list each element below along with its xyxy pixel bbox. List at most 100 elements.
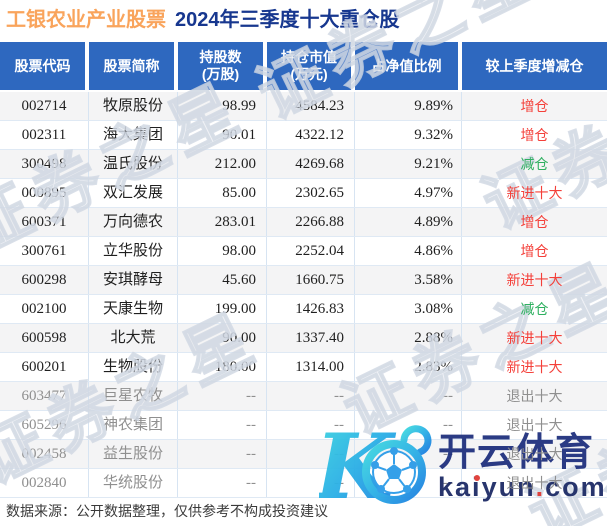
holdings-table: 股票代码 股票简称 持股数 (万股) 持仓市值 (万元) 占净值比例 较上季度增减仓… bbox=[0, 42, 607, 498]
shares-held: 199.00 bbox=[178, 295, 267, 323]
net-value-ratio: 9.89% bbox=[355, 92, 462, 120]
shares-held: 212.00 bbox=[178, 150, 267, 178]
shares-held: 180.00 bbox=[178, 353, 267, 381]
position-change: 退出十大 bbox=[506, 388, 563, 404]
domain-part: com bbox=[545, 472, 607, 502]
net-value-ratio: -- bbox=[355, 382, 462, 410]
stock-name: 巨星农牧 bbox=[89, 382, 178, 410]
market-value: 1426.83 bbox=[267, 295, 355, 323]
position-change: 新进十大 bbox=[506, 330, 563, 346]
data-source-note: 数据来源：公开数据整理，仅供参考不构成投资建议 bbox=[6, 503, 328, 519]
position-change: 增仓 bbox=[520, 214, 549, 230]
stock-name: 立华股份 bbox=[89, 237, 178, 265]
market-value: -- bbox=[267, 382, 355, 410]
market-value: 2252.04 bbox=[267, 237, 355, 265]
table-row: 002100 天康生物 199.00 1426.83 3.08% 减仓 bbox=[0, 295, 607, 324]
position-change: 增仓 bbox=[520, 98, 549, 114]
position-change: 增仓 bbox=[520, 243, 549, 259]
stock-code: 600598 bbox=[0, 324, 89, 352]
net-value-ratio: 9.32% bbox=[355, 121, 462, 149]
fund-name: 工银农业产业股票 bbox=[6, 9, 166, 31]
stock-name: 神农集团 bbox=[89, 411, 178, 439]
stock-name: 益生股份 bbox=[89, 440, 178, 468]
net-value-ratio: 9.21% bbox=[355, 150, 462, 178]
table-row: 002458 益生股份 -- -- -- 退出十大 bbox=[0, 440, 607, 469]
logo-domain-text: kaiyun.com bbox=[438, 472, 607, 502]
header-label: 较上季度增减仓 bbox=[485, 57, 584, 74]
net-value-ratio: 4.97% bbox=[355, 179, 462, 207]
stock-code: 600201 bbox=[0, 353, 89, 381]
shares-held: 98.99 bbox=[178, 92, 267, 120]
stock-code: 605296 bbox=[0, 411, 89, 439]
shares-held: 98.00 bbox=[178, 237, 267, 265]
header-label: 占净值比例 bbox=[371, 57, 442, 74]
table-row: 002714 牧原股份 98.99 4584.23 9.89% 增仓 bbox=[0, 92, 607, 121]
stock-name: 安琪酵母 bbox=[89, 266, 178, 294]
stock-code: 000895 bbox=[0, 179, 89, 207]
report-title: 2024年三季度十大重仓股 bbox=[175, 9, 400, 31]
market-value: -- bbox=[267, 469, 355, 497]
stock-name: 北大荒 bbox=[89, 324, 178, 352]
table-row: 300498 温氏股份 212.00 4269.68 9.21% 减仓 bbox=[0, 150, 607, 179]
shares-held: -- bbox=[178, 440, 267, 468]
shares-held: -- bbox=[178, 382, 267, 410]
position-change: 新进十大 bbox=[506, 272, 563, 288]
shares-held: 45.60 bbox=[178, 266, 267, 294]
market-value: 4269.68 bbox=[267, 150, 355, 178]
header-sublabel: (万股) bbox=[201, 66, 240, 82]
stock-name: 生物股份 bbox=[89, 353, 178, 381]
position-change: 增仓 bbox=[520, 127, 549, 143]
table-row: 600201 生物股份 180.00 1314.00 2.83% 新进十大 bbox=[0, 353, 607, 382]
domain-part: yun bbox=[481, 472, 536, 502]
position-change: 新进十大 bbox=[506, 185, 563, 201]
stock-code: 002311 bbox=[0, 121, 89, 149]
stock-code: 002100 bbox=[0, 295, 89, 323]
market-value: -- bbox=[267, 440, 355, 468]
domain-part: ka bbox=[438, 472, 473, 502]
shares-held: 90.01 bbox=[178, 121, 267, 149]
net-value-ratio: -- bbox=[355, 411, 462, 439]
market-value: 4584.23 bbox=[267, 92, 355, 120]
logo-brand-text: 开云体育 bbox=[438, 432, 595, 474]
table-row: 600598 北大荒 90.00 1337.40 2.88% 新进十大 bbox=[0, 324, 607, 353]
stock-code: 002840 bbox=[0, 469, 89, 497]
market-value: -- bbox=[267, 411, 355, 439]
stock-name: 万向德农 bbox=[89, 208, 178, 236]
header-label: 持股数 bbox=[199, 49, 242, 65]
position-change: 退出十大 bbox=[506, 417, 563, 433]
header-sublabel: (万元) bbox=[290, 66, 328, 82]
net-value-ratio: 3.08% bbox=[355, 295, 462, 323]
stock-code: 600298 bbox=[0, 266, 89, 294]
position-change: 减仓 bbox=[520, 301, 549, 317]
stock-code: 002458 bbox=[0, 440, 89, 468]
market-value: 2266.88 bbox=[267, 208, 355, 236]
stock-name: 牧原股份 bbox=[89, 92, 178, 120]
market-value: 4322.12 bbox=[267, 121, 355, 149]
table-header: 股票代码 股票简称 持股数 (万股) 持仓市值 (万元) 占净值比例 较上季度增减仓 bbox=[0, 42, 607, 90]
shares-held: 90.00 bbox=[178, 324, 267, 352]
stock-name: 华统股份 bbox=[89, 469, 178, 497]
table-body: 002714 牧原股份 98.99 4584.23 9.89% 增仓 00231… bbox=[0, 90, 607, 498]
net-value-ratio: -- bbox=[355, 440, 462, 468]
position-change: 退出十大 bbox=[506, 475, 563, 491]
net-value-ratio: 2.83% bbox=[355, 353, 462, 381]
stock-name: 海大集团 bbox=[89, 121, 178, 149]
stock-code: 002714 bbox=[0, 92, 89, 120]
position-change: 新进十大 bbox=[506, 359, 563, 375]
header-stock-name: 股票简称 bbox=[89, 42, 178, 90]
header-market-value: 持仓市值 (万元) bbox=[267, 42, 355, 90]
stock-code: 600371 bbox=[0, 208, 89, 236]
net-value-ratio: 3.58% bbox=[355, 266, 462, 294]
header-label: 持仓市值 bbox=[281, 49, 337, 65]
table-row: 603477 巨星农牧 -- -- -- 退出十大 bbox=[0, 382, 607, 411]
logo-text: 开云体育 kaiyun.com bbox=[438, 422, 607, 502]
table-row: 002840 华统股份 -- -- -- 退出十大 bbox=[0, 469, 607, 498]
table-row: 300761 立华股份 98.00 2252.04 4.86% 增仓 bbox=[0, 237, 607, 266]
header-net-ratio: 占净值比例 bbox=[355, 42, 462, 90]
net-value-ratio: 4.89% bbox=[355, 208, 462, 236]
shares-held: 283.01 bbox=[178, 208, 267, 236]
header-shares: 持股数 (万股) bbox=[178, 42, 267, 90]
header-label: 股票简称 bbox=[103, 57, 160, 74]
position-change: 减仓 bbox=[520, 156, 549, 172]
